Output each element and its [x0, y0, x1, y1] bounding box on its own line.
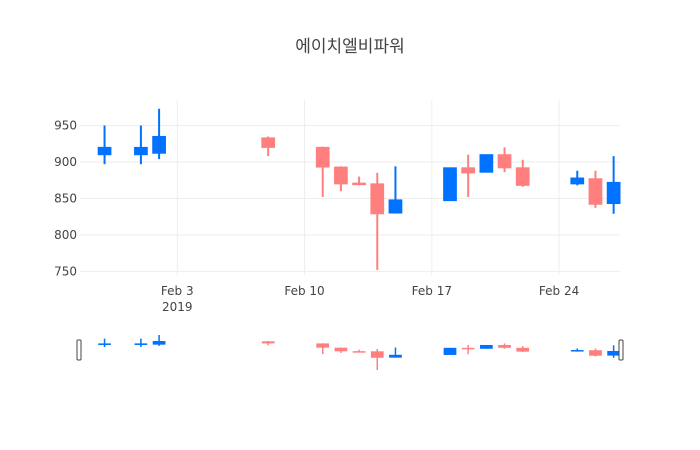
candle-body: [479, 154, 494, 173]
slider-candle-body: [443, 347, 457, 355]
slider-candle: [334, 347, 348, 353]
slider-candle: [589, 348, 602, 357]
candle-body: [352, 182, 366, 186]
y-tick-label: 950: [54, 119, 77, 133]
slider-candle: [370, 348, 384, 370]
slider-candle: [352, 349, 366, 353]
candle-decreasing[interactable]: [97, 125, 112, 165]
y-tick-label: 850: [54, 191, 77, 205]
slider-candle-body: [134, 343, 148, 345]
candle-body: [606, 181, 621, 205]
candle-body: [370, 183, 385, 215]
candle-increasing[interactable]: [334, 166, 348, 192]
candle-increasing[interactable]: [588, 170, 603, 208]
slider-candle-body: [570, 350, 584, 352]
candle-decreasing[interactable]: [606, 156, 621, 214]
slider-candle-body: [516, 347, 530, 352]
slider-candle-body: [334, 347, 348, 352]
candle-increasing[interactable]: [315, 146, 330, 197]
candle-increasing[interactable]: [370, 172, 385, 270]
chart-title: 에이치엘비파워: [295, 37, 405, 57]
candle-body: [588, 178, 603, 205]
candle-decreasing[interactable]: [570, 170, 585, 186]
candle-body: [515, 167, 530, 186]
candle-body: [315, 146, 330, 168]
slider-candle: [389, 347, 402, 358]
slider-candle: [516, 346, 530, 352]
candle-decreasing[interactable]: [152, 108, 166, 160]
candle-decreasing[interactable]: [443, 167, 457, 202]
candle-decreasing[interactable]: [134, 125, 148, 165]
slider-candle-body: [389, 354, 402, 358]
candle-increasing[interactable]: [515, 159, 530, 187]
slider-candle-body: [480, 344, 493, 349]
y-tick-label: 900: [54, 155, 77, 169]
slider-candle: [480, 344, 493, 349]
slider-candle: [570, 348, 584, 352]
candle-body: [443, 167, 457, 202]
candles-layer: [97, 108, 621, 270]
candle-body: [570, 177, 585, 185]
candle-body: [152, 135, 166, 154]
slider-candle-body: [316, 343, 330, 348]
slider-candle: [498, 343, 511, 349]
y-tick-label: 800: [54, 228, 77, 242]
candle-body: [134, 146, 148, 156]
candle-increasing[interactable]: [352, 176, 366, 186]
range-slider-left-handle[interactable]: [76, 339, 82, 361]
candle-body: [97, 146, 112, 156]
slider-candle: [98, 338, 111, 348]
candle-body: [388, 199, 403, 214]
slider-candle: [316, 343, 330, 355]
slider-candle-body: [352, 351, 366, 353]
slider-candle: [134, 338, 148, 348]
slider-candle-body: [607, 350, 620, 356]
slider-candle-body: [98, 343, 111, 345]
x-tick-label: Feb 3: [161, 284, 194, 298]
slider-candle-body: [461, 347, 475, 350]
x-tick-label: Feb 17: [412, 284, 452, 298]
candle-body: [497, 154, 512, 169]
y-tick-label: 750: [54, 264, 77, 278]
candle-body: [261, 137, 276, 148]
slider-candle: [152, 335, 166, 346]
candle-decreasing[interactable]: [388, 166, 403, 214]
range-slider[interactable]: [76, 335, 624, 370]
slider-candle-body: [589, 350, 602, 356]
slider-candle: [607, 345, 620, 358]
slider-candle: [461, 344, 475, 355]
y-axis: 750 800 850 900 950: [54, 119, 77, 279]
x-tick-label: Feb 10: [284, 284, 324, 298]
slider-candle-body: [370, 351, 384, 358]
slider-candle-body: [498, 344, 511, 348]
slider-candle: [261, 341, 275, 346]
x-axis: Feb 3 2019 Feb 10 Feb 17 Feb 24: [161, 284, 579, 314]
candle-decreasing[interactable]: [479, 154, 494, 173]
candle-increasing[interactable]: [461, 154, 476, 197]
candle-increasing[interactable]: [261, 136, 276, 157]
slider-candle-body: [152, 341, 166, 345]
slider-candle-body: [261, 341, 275, 344]
x-year-label: 2019: [162, 300, 193, 314]
slider-candle: [443, 347, 457, 355]
grid-layer: [80, 100, 620, 275]
range-slider-right-handle[interactable]: [618, 339, 624, 361]
x-tick-label: Feb 24: [539, 284, 579, 298]
candle-body: [461, 167, 476, 174]
candle-body: [334, 166, 348, 185]
candle-increasing[interactable]: [497, 147, 512, 173]
